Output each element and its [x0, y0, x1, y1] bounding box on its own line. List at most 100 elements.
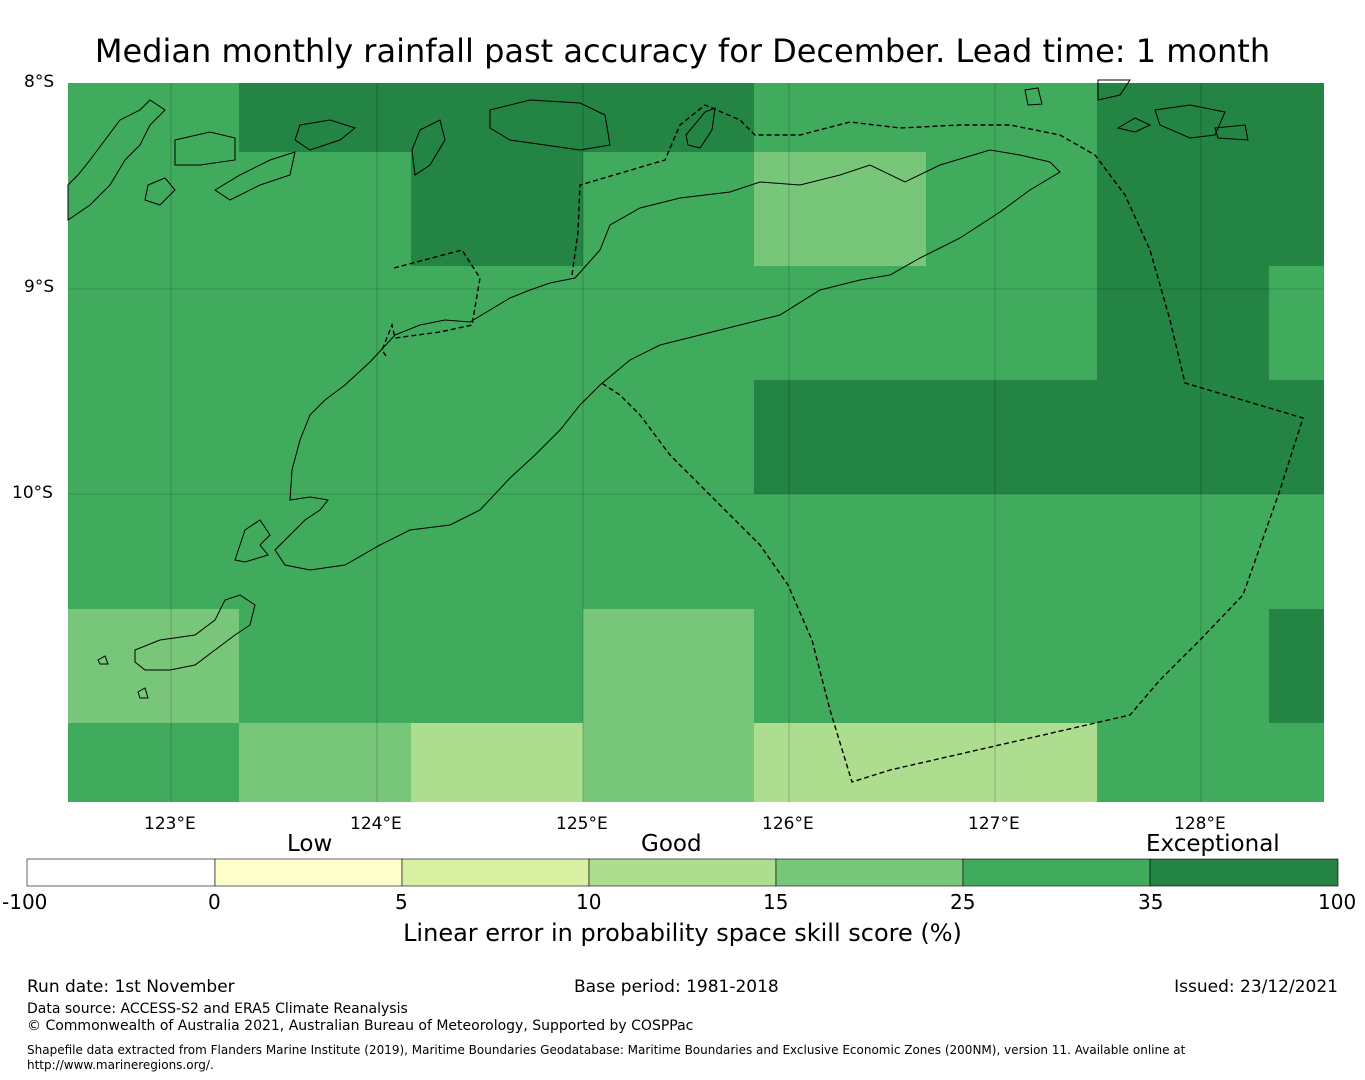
shapefile-url: http://www.marineregions.org/. [27, 1058, 214, 1072]
coastline-kisar [1116, 117, 1152, 133]
grid-cell [754, 266, 926, 380]
coastline-savu [134, 594, 256, 671]
colorbar-segment [214, 858, 403, 887]
category-exceptional: Exceptional [1146, 831, 1280, 857]
grid-cell [1097, 723, 1269, 802]
lat-label-10s: 10°S [12, 483, 53, 503]
coastlines [67, 79, 1249, 699]
grid-cell [411, 83, 583, 152]
grid-cell [583, 494, 754, 609]
eez-timor-leste [571, 104, 1304, 783]
coastline-atauro [685, 107, 716, 149]
grid-cell [1269, 494, 1324, 609]
eez-oecusse [381, 249, 481, 357]
grid-cell [411, 266, 583, 380]
coastline-raijua [97, 655, 109, 665]
grid-cell [926, 152, 1097, 266]
grid-cell [926, 723, 1097, 802]
graticule [68, 83, 1324, 802]
lon-label-127e: 127°E [968, 814, 1020, 834]
colorbar-segment [962, 858, 1151, 887]
lat-label-9s: 9°S [24, 277, 55, 297]
grid-cell [411, 494, 583, 609]
grid-cell [754, 83, 926, 152]
colorbar [26, 858, 1339, 887]
grid-cell [1097, 152, 1269, 266]
eez-boundary [381, 104, 1304, 783]
colorbar-segment [26, 858, 216, 887]
grid-cell [411, 723, 583, 802]
grid-cell [583, 723, 754, 802]
category-good: Good [641, 831, 702, 857]
grid-cell [583, 83, 754, 152]
grid-cell [926, 380, 1097, 494]
grid-cell [926, 83, 1097, 152]
grid-cell [239, 609, 411, 723]
coastline-adonara [214, 151, 296, 201]
grid-cell [411, 609, 583, 723]
coastline-pantar [411, 119, 446, 176]
grid-cell [754, 609, 926, 723]
grid-cell [1269, 266, 1324, 380]
grid-cell [926, 494, 1097, 609]
colorbar-label: Linear error in probability space skill … [403, 919, 962, 947]
grid-cell [1269, 83, 1324, 152]
run-date: Run date: 1st November [27, 977, 235, 997]
grid-cell [1097, 266, 1269, 380]
grid-cell [1269, 723, 1324, 802]
grid-cell [1097, 494, 1269, 609]
grid-cell [754, 723, 926, 802]
cb-tick: 25 [950, 890, 976, 914]
grid-cell [926, 609, 1097, 723]
cb-tick: 10 [576, 890, 602, 914]
cb-tick: 5 [395, 890, 408, 914]
grid-cell [583, 266, 754, 380]
issued-date: Issued: 23/12/2021 [1174, 977, 1338, 997]
lat-label-8s: 8°S [24, 72, 55, 92]
grid-cell [239, 380, 411, 494]
cb-tick: 100 [1318, 890, 1357, 914]
grid-cell [583, 152, 754, 266]
colorbar-segment [775, 858, 964, 887]
grid-cell [68, 380, 239, 494]
cb-tick: 35 [1138, 890, 1164, 914]
grid-cell [583, 609, 754, 723]
coastline-flores [67, 99, 166, 221]
grid-cell [239, 266, 411, 380]
grid-cell [239, 723, 411, 802]
cb-tick: 15 [763, 890, 789, 914]
coastline-leti [1214, 124, 1249, 141]
colorbar-segment [588, 858, 777, 887]
grid-cell [583, 380, 754, 494]
grid-cell [68, 609, 239, 723]
colorbar-segment [1149, 858, 1339, 887]
lon-label-123e: 123°E [144, 814, 196, 834]
lon-label-126e: 126°E [762, 814, 814, 834]
base-period: Base period: 1981-2018 [574, 977, 779, 997]
grid-cell [754, 152, 926, 266]
chart-title: Median monthly rainfall past accuracy fo… [94, 32, 1271, 70]
copyright: © Commonwealth of Australia 2021, Austra… [27, 1018, 694, 1034]
coastline-alor [489, 99, 611, 151]
coastline-solor [174, 131, 236, 166]
coastline-wetar [1097, 79, 1131, 101]
shapefile-note: Shapefile data extracted from Flanders M… [27, 1043, 1186, 1057]
grid-cell [1097, 380, 1269, 494]
colorbar-segment [401, 858, 590, 887]
category-low: Low [287, 831, 333, 857]
cb-tick: -100 [2, 890, 48, 914]
coastline-romang [1154, 104, 1226, 139]
coastline-lembata [294, 119, 357, 151]
lon-label-124e: 124°E [350, 814, 402, 834]
grid-cell [68, 83, 239, 152]
grid-cell [754, 494, 926, 609]
grid-cell [239, 152, 411, 266]
grid-cell [1269, 609, 1324, 723]
grid-cell [926, 266, 1097, 380]
grid-cell [68, 494, 239, 609]
coastline-islet-3 [137, 687, 149, 699]
grid-cell [239, 83, 411, 152]
lon-label-125e: 125°E [556, 814, 608, 834]
data-source: Data source: ACCESS-S2 and ERA5 Climate … [27, 1001, 408, 1017]
